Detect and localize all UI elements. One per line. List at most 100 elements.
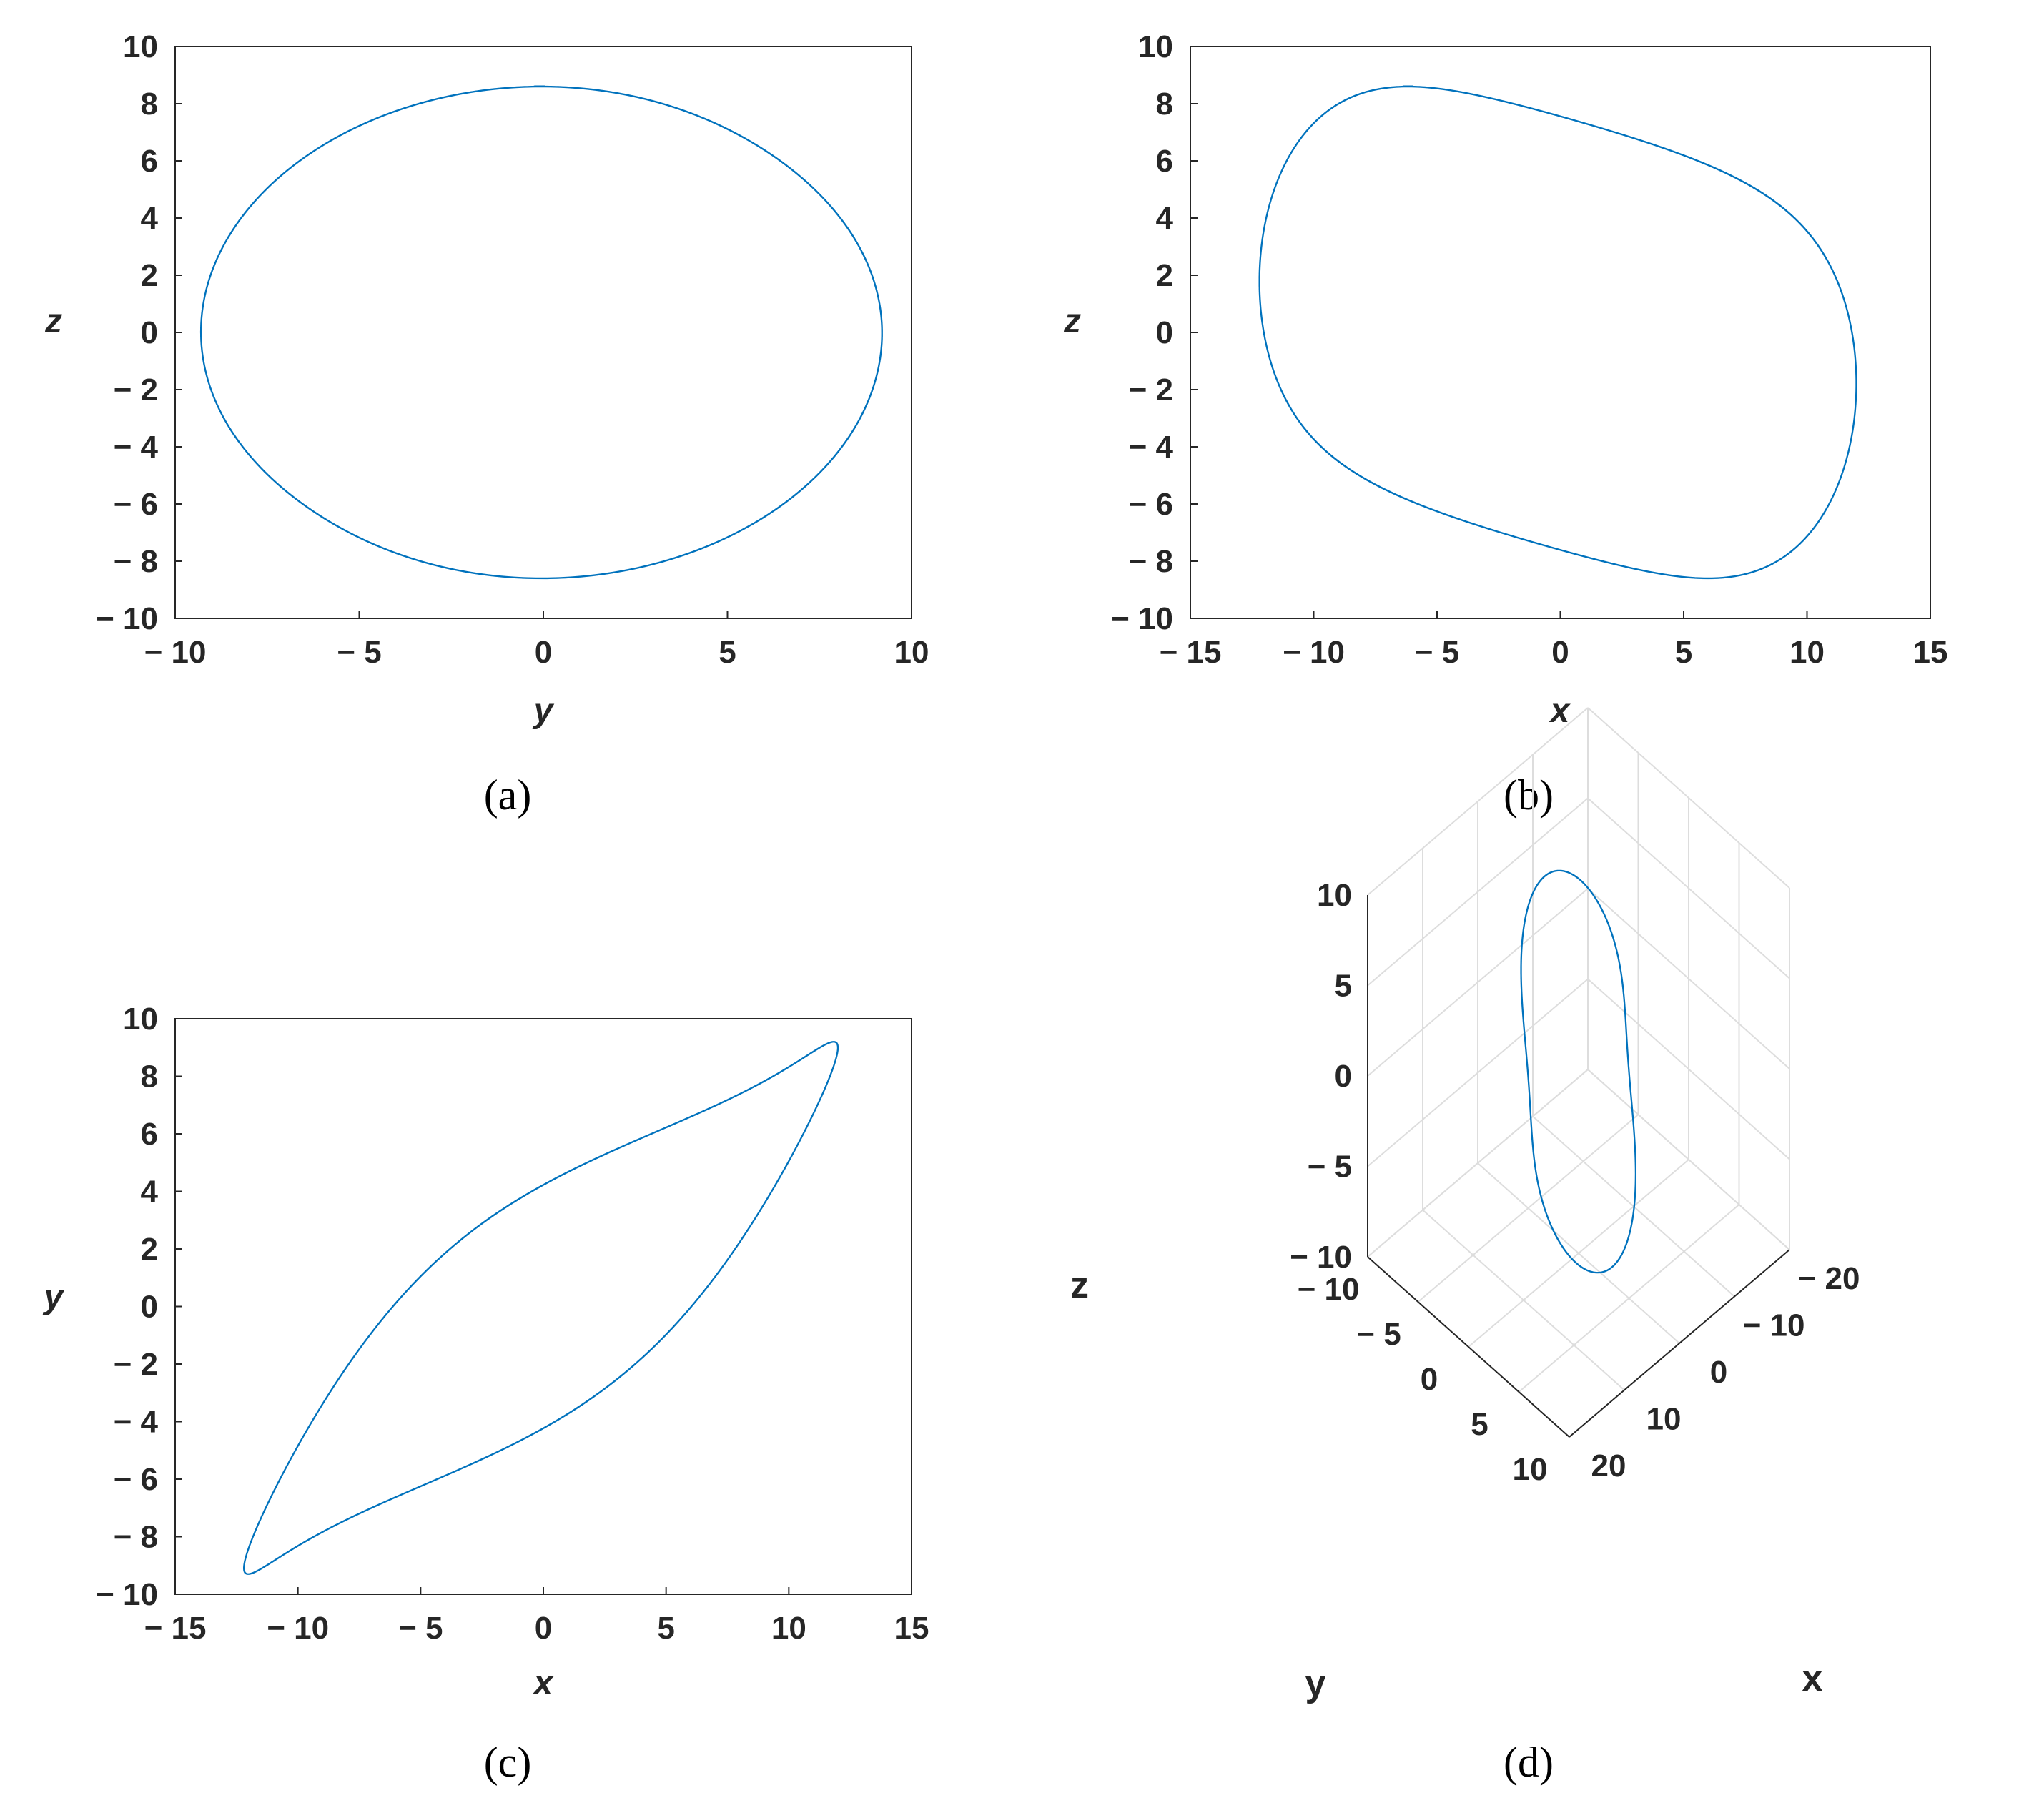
- panel-a-ticks: − 10 − 5 0 5 10 − 10 − 8 − 6 − 4 − 2 0 2 4 6 8 10: [96, 29, 929, 670]
- panel-c: − 15− 10− 5 0 5 10 15− 10− 8− 6− 4− 20246810…: [43, 1002, 929, 1786]
- x-tick-label: − 5: [337, 635, 381, 670]
- panel-a-caption: (a): [484, 771, 532, 819]
- panel-c-xlabel: x: [532, 1664, 555, 1702]
- y-tick-label: − 4: [114, 1405, 159, 1440]
- x-tick-label: 0: [1551, 635, 1569, 670]
- panel-a-ylabel: z: [44, 302, 62, 340]
- panel-a-frame: [174, 46, 912, 619]
- grid-line: [1468, 1159, 1689, 1348]
- x-tick-label: 15: [1913, 635, 1948, 670]
- x-tick-label: 5: [657, 1611, 674, 1646]
- panel-c-caption: (c): [484, 1739, 532, 1786]
- y-axis-line: [1367, 1256, 1570, 1438]
- panel-b: − 15− 10− 5 0 5 10 15− 10− 8− 6− 4− 20246810…: [1063, 29, 1947, 819]
- grid-line: [1587, 978, 1790, 1160]
- y-tick-label: − 2: [114, 1347, 158, 1382]
- y-tick-label: 4: [141, 201, 159, 236]
- x-tick-label: 15: [894, 1611, 929, 1646]
- y-tick-label: 4: [1156, 201, 1174, 236]
- grid-line: [1367, 978, 1589, 1167]
- x-tick-label: − 10: [1743, 1308, 1805, 1343]
- x-tick-label: 0: [535, 635, 552, 670]
- panel-a-xlabel: y: [533, 692, 555, 730]
- x-tick-label: − 10: [1283, 635, 1345, 670]
- panel-b-caption: (b): [1504, 771, 1554, 819]
- grid-line: [1587, 797, 1790, 979]
- x-tick-label: − 15: [144, 1611, 207, 1646]
- grid-line: [1587, 888, 1790, 1069]
- y-tick-label: − 6: [1129, 487, 1173, 522]
- y-tick-label: 2: [141, 1232, 158, 1267]
- y-tick-label: 0: [1421, 1362, 1438, 1397]
- x-tick-label: 0: [1710, 1355, 1727, 1390]
- grid-line: [1367, 797, 1589, 987]
- panel-d-ylabel: y: [1305, 1663, 1326, 1704]
- y-tick-label: 6: [1156, 144, 1173, 179]
- panel-d-axes: [1367, 895, 1790, 1438]
- y-tick-label: 8: [1156, 87, 1173, 122]
- y-tick-label: 2: [1156, 258, 1173, 293]
- grid-line: [1587, 1069, 1790, 1250]
- z-tick-label: − 5: [1308, 1150, 1352, 1185]
- x-tick-label: 10: [771, 1611, 806, 1646]
- y-tick-label: − 2: [114, 372, 158, 407]
- x-tick-label: − 10: [144, 635, 207, 670]
- panel-c-ylabel: y: [43, 1278, 65, 1316]
- y-tick-label: − 8: [114, 1520, 158, 1555]
- y-tick-label: 2: [141, 258, 158, 293]
- x-tick-label: 10: [1646, 1402, 1682, 1437]
- panel-d-zlabel: z: [1070, 1265, 1089, 1306]
- y-tick-label: − 2: [1129, 372, 1173, 407]
- grid-line: [1367, 707, 1589, 896]
- y-tick-label: − 8: [1129, 544, 1173, 579]
- y-tick-label: 10: [123, 29, 158, 64]
- y-tick-label: − 10: [96, 601, 158, 636]
- x-tick-label: 10: [1789, 635, 1825, 670]
- x-tick-label: − 5: [398, 1611, 443, 1646]
- panel-a-trajectory: [199, 85, 883, 580]
- panel-c-frame: [174, 1018, 912, 1595]
- x-tick-label: 0: [535, 1611, 552, 1646]
- grid-line: [1587, 707, 1790, 889]
- x-tick-label: 10: [894, 635, 929, 670]
- y-tick-label: − 6: [114, 487, 158, 522]
- y-tick-label: 10: [123, 1002, 158, 1037]
- z-tick-label: − 10: [1290, 1240, 1352, 1275]
- x-tick-label: − 5: [1415, 635, 1459, 670]
- grid-line: [1518, 1204, 1740, 1393]
- z-tick-label: 0: [1335, 1059, 1352, 1094]
- y-tick-label: 5: [1471, 1407, 1488, 1442]
- y-tick-label: − 8: [114, 544, 158, 579]
- panel-b-ylabel: z: [1063, 302, 1081, 340]
- panel-c-trajectory: [243, 1041, 839, 1575]
- y-tick-label: 8: [141, 87, 158, 122]
- y-tick-label: − 4: [114, 430, 159, 465]
- x-axis-line: [1569, 1249, 1790, 1438]
- y-tick-label: − 10: [96, 1577, 158, 1612]
- y-tick-label: 0: [1156, 315, 1173, 350]
- panel-b-xlabel: x: [1549, 692, 1571, 730]
- panel-b-frame: [1190, 46, 1931, 619]
- y-tick-label: − 10: [1111, 601, 1173, 636]
- panel-d-caption: (d): [1504, 1739, 1554, 1786]
- x-tick-label: 20: [1591, 1448, 1626, 1483]
- panel-a: − 10 − 5 0 5 10 − 10 − 8 − 6 − 4 − 2 0 2 4 6 8 10 y z (…: [44, 29, 929, 819]
- y-tick-label: − 6: [114, 1462, 158, 1497]
- y-tick-label: 10: [1513, 1452, 1548, 1487]
- panel-d-xlabel: x: [1802, 1658, 1823, 1699]
- z-tick-label: 10: [1317, 878, 1352, 913]
- y-tick-label: − 4: [1129, 430, 1174, 465]
- grid-line: [1367, 1069, 1589, 1258]
- y-tick-label: 4: [141, 1175, 159, 1210]
- x-tick-label: − 20: [1798, 1261, 1860, 1296]
- x-tick-label: − 10: [267, 1611, 329, 1646]
- panel-d-grid: [1367, 707, 1790, 1438]
- panel-d-trajectory: [1520, 869, 1636, 1274]
- grid-line: [1367, 888, 1589, 1077]
- grid-line: [1417, 1114, 1639, 1303]
- y-tick-label: 6: [141, 144, 158, 179]
- y-tick-label: − 5: [1356, 1317, 1401, 1352]
